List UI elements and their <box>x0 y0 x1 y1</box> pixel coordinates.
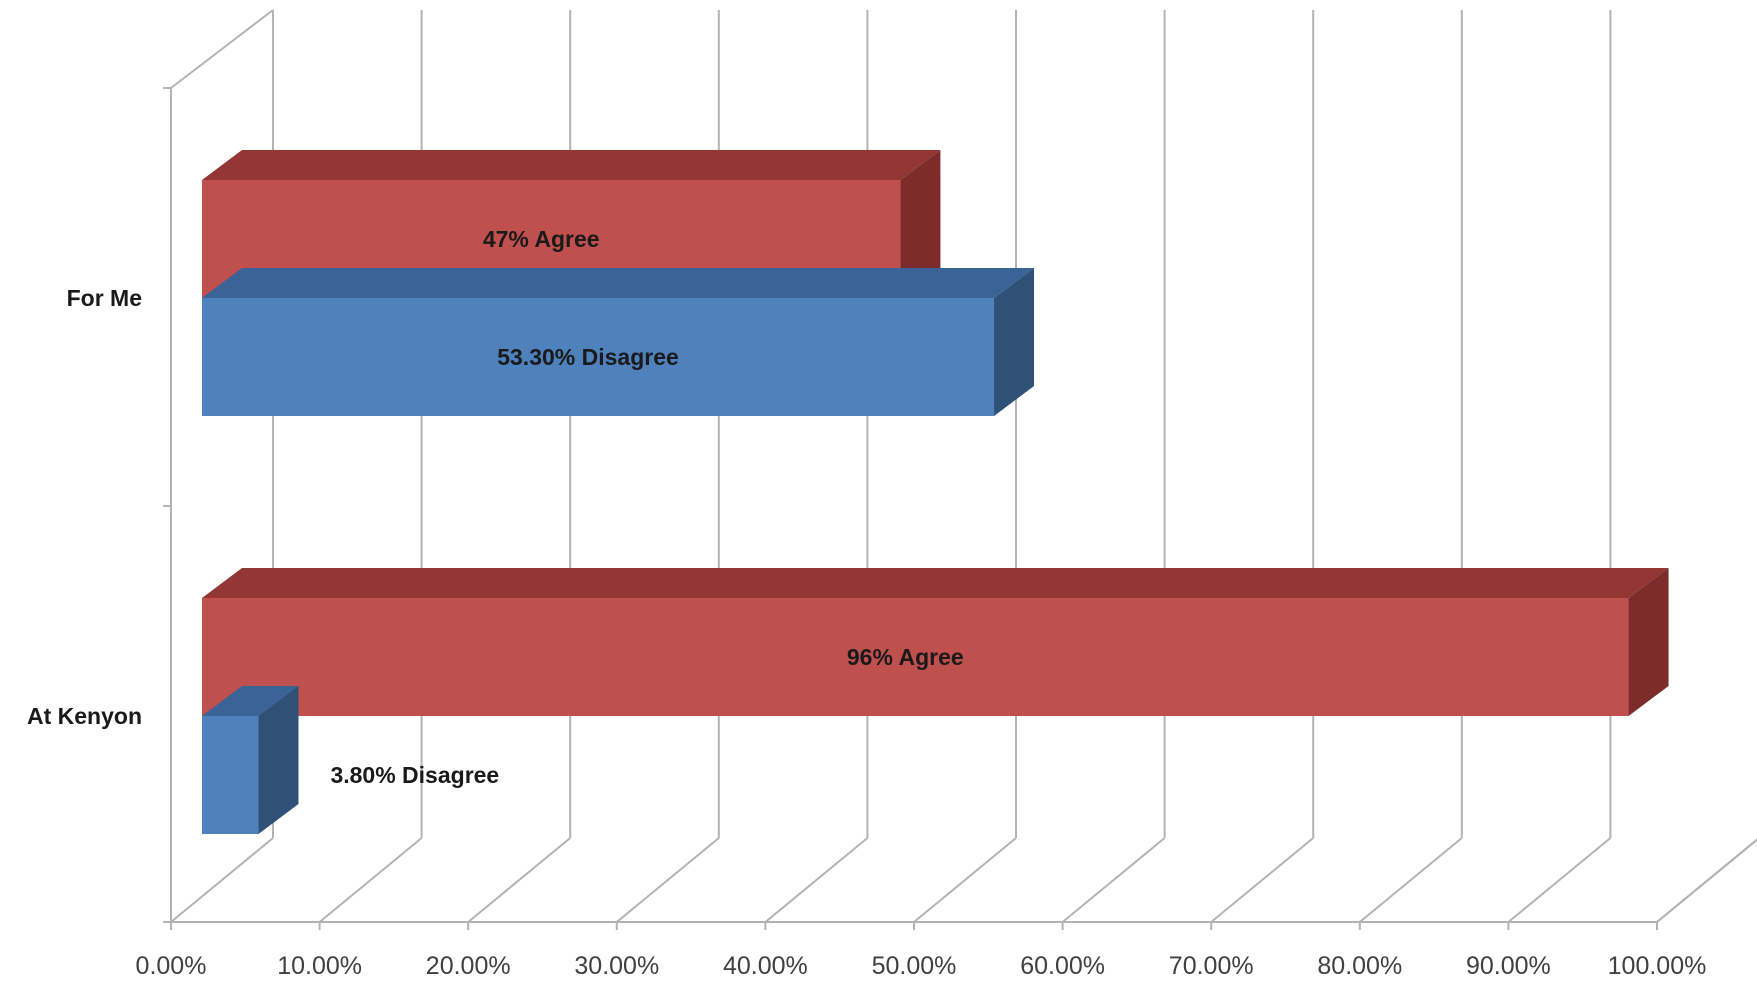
data-label: 3.80% Disagree <box>330 762 499 788</box>
floor-line <box>616 837 720 923</box>
side-wall-edge <box>170 9 274 89</box>
data-label: 96% Agree <box>847 644 964 670</box>
bar-top-face <box>202 268 1035 298</box>
x-tick-label: 50.00% <box>872 952 957 980</box>
bar-top-face <box>202 150 941 180</box>
bar-side-face <box>1628 568 1669 716</box>
bar-agree <box>202 598 1629 716</box>
bar-side-face <box>900 150 941 298</box>
bar-side-face <box>258 686 299 834</box>
category-label: At Kenyon <box>27 703 142 729</box>
floor-line <box>764 837 869 923</box>
bar-top-face <box>202 568 1669 598</box>
floor-line <box>467 837 571 923</box>
x-tick-label: 0.00% <box>136 952 207 980</box>
floor-line <box>170 837 274 923</box>
floor-line <box>1359 837 1463 923</box>
x-tick-label: 80.00% <box>1317 952 1402 980</box>
x-tick-label: 40.00% <box>723 952 808 980</box>
floor-line <box>1210 837 1314 923</box>
x-tick-label: 30.00% <box>574 952 659 980</box>
bar-top-face <box>202 686 299 716</box>
x-tick-label: 20.00% <box>426 952 511 980</box>
category-label: For Me <box>67 285 142 311</box>
data-label: 47% Agree <box>483 226 600 252</box>
bar-side-face <box>994 268 1035 416</box>
floor-edge <box>1656 838 1757 923</box>
x-tick-label: 60.00% <box>1020 952 1105 980</box>
x-tick-label: 90.00% <box>1466 952 1551 980</box>
floor-line <box>1507 837 1612 923</box>
data-label: 53.30% Disagree <box>497 344 679 370</box>
x-tick-label: 70.00% <box>1169 952 1254 980</box>
floor-line <box>1061 837 1166 923</box>
x-tick-label: 10.00% <box>277 952 362 980</box>
floor-line <box>913 837 1017 923</box>
x-tick-label: 100.00% <box>1608 952 1707 980</box>
bar-disagree <box>202 716 259 834</box>
bar-disagree <box>202 298 995 416</box>
floor-line <box>318 837 423 923</box>
